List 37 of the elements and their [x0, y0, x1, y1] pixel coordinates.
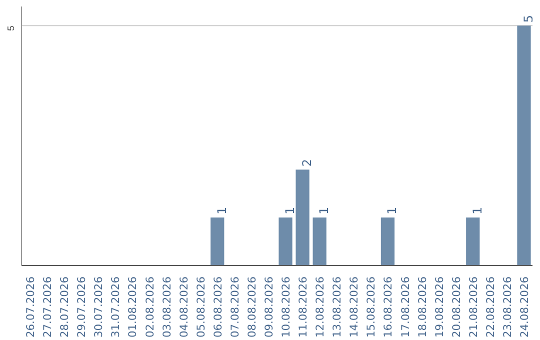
x-tick-label: 22.08.2026 — [484, 276, 497, 338]
data-label: 1 — [283, 206, 298, 215]
x-tick-label: 07.08.2026 — [228, 276, 242, 338]
x-tick-label: 30.07.2026 — [92, 276, 106, 338]
x-tick-label: 04.08.2026 — [177, 276, 190, 338]
x-tick-label: 02.08.2026 — [143, 276, 156, 338]
x-tick-label: 27.07.2026 — [41, 276, 54, 338]
x-tick-label: 11.08.2026 — [296, 276, 310, 338]
data-label: 1 — [214, 206, 229, 215]
x-tick-label: 01.08.2026 — [126, 276, 140, 338]
x-tick-label: 17.08.2026 — [398, 276, 412, 338]
x-tick-label: 29.07.2026 — [75, 276, 88, 338]
x-tick-label: 09.08.2026 — [262, 276, 276, 338]
data-label: 1 — [385, 206, 400, 215]
x-tick-label: 14.08.2026 — [348, 276, 361, 338]
data-label: 1 — [470, 206, 484, 215]
x-tick-label: 03.08.2026 — [160, 276, 174, 338]
data-label: 5 — [521, 15, 536, 23]
data-label: 1 — [317, 206, 332, 215]
x-tick-label: 13.08.2026 — [330, 276, 344, 338]
x-tick-label: 16.08.2026 — [382, 276, 395, 338]
x-tick-label: 23.08.2026 — [500, 276, 514, 338]
x-tick-label: 19.08.2026 — [432, 276, 446, 338]
x-tick-label: 10.08.2026 — [280, 276, 293, 338]
x-tick-label: 12.08.2026 — [314, 276, 327, 338]
x-tick-label: 21.08.2026 — [466, 276, 480, 338]
x-tick-label: 08.08.2026 — [245, 276, 258, 338]
data-label: 2 — [300, 158, 314, 167]
x-tick-label: 06.08.2026 — [211, 276, 224, 338]
x-tick-label: 26.07.2026 — [24, 276, 38, 338]
x-tick-label: 31.07.2026 — [109, 276, 122, 338]
x-tick-label: 15.08.2026 — [364, 276, 378, 338]
x-tick-label: 28.07.2026 — [58, 276, 72, 338]
x-tick-label: 05.08.2026 — [194, 276, 208, 338]
x-tick-label: 20.08.2026 — [450, 276, 463, 338]
x-tick-label: 18.08.2026 — [416, 276, 429, 338]
x-tick-label: 24.08.2026 — [518, 276, 531, 338]
